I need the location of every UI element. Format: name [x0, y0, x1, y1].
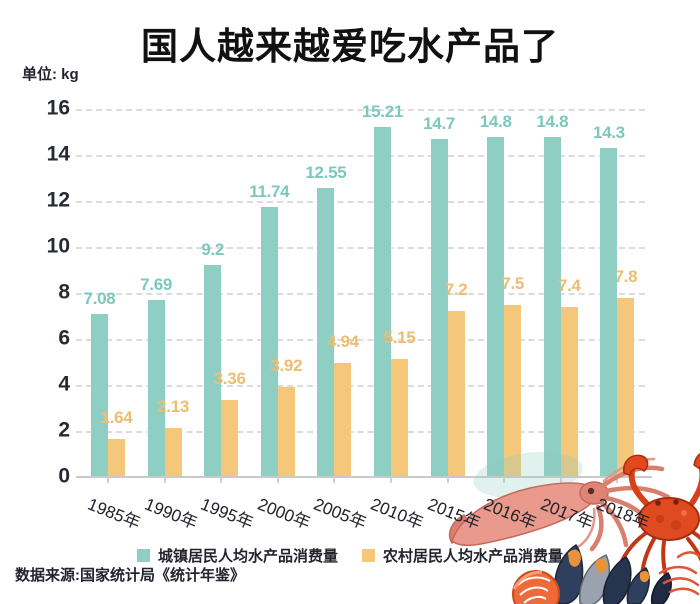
- bar-urban-2015年: [430, 138, 448, 477]
- bar-rural-2000年: [277, 386, 295, 477]
- chart-legend: 城镇居民人均水产品消费量 农村居民人均水产品消费量: [0, 545, 700, 566]
- bar-value-label: 9.2: [201, 240, 225, 260]
- x-tick-label-1995年: 1995年: [198, 494, 257, 533]
- bar-urban-2018年: [600, 148, 618, 477]
- bar-value-label: 7.5: [501, 273, 525, 293]
- bar-rural-1995年: [221, 399, 239, 477]
- bar-value-label: 7.08: [83, 289, 116, 309]
- x-axis-line: [76, 476, 652, 478]
- grid-line: [76, 339, 645, 341]
- x-axis-tick: [107, 477, 109, 483]
- data-source: 数据来源:国家统计局《统计年鉴》: [15, 567, 245, 584]
- bar-value-label: 15.21: [361, 102, 404, 122]
- bar-rural-2010年: [391, 358, 408, 477]
- bar-urban-2005年: [317, 188, 335, 477]
- x-tick-label-2005年: 2005年: [311, 494, 370, 533]
- x-axis-tick: [276, 477, 279, 483]
- bar-value-label: 5.15: [383, 327, 416, 347]
- y-tick-label: 16: [46, 96, 70, 120]
- x-axis-tick: [616, 477, 619, 483]
- page-title: 国人越来越爱吃水产品了: [141, 26, 559, 67]
- bar-value-label: 14.3: [592, 123, 625, 143]
- y-tick-label: 14: [46, 142, 70, 166]
- y-tick-label: 10: [46, 234, 70, 258]
- x-axis-tick: [333, 477, 336, 483]
- bar-value-label: 11.74: [249, 181, 290, 201]
- bar-value-label: 3.92: [270, 355, 303, 375]
- x-tick-label-2017年: 2017年: [537, 494, 596, 533]
- x-tick-label-2016年: 2016年: [481, 494, 540, 533]
- bar-rural-1985年: [108, 439, 125, 477]
- bar-rural-2015年: [447, 311, 465, 477]
- grid-line: [76, 431, 645, 433]
- unit-label: 单位: kg: [22, 66, 79, 83]
- bar-urban-2010年: [374, 127, 391, 477]
- x-axis-tick: [220, 477, 223, 483]
- bar-urban-1990年: [147, 300, 165, 477]
- grid-line: [76, 109, 645, 111]
- legend-swatch-urban: [136, 549, 150, 562]
- bar-value-label: 1.64: [100, 408, 133, 428]
- legend-label-rural: 农村居民人均水产品消费量: [383, 548, 564, 565]
- y-tick-label: 12: [46, 188, 70, 212]
- x-tick-label-2018年: 2018年: [594, 494, 653, 533]
- bar-urban-2000年: [260, 206, 278, 477]
- bar-urban-1985年: [91, 314, 108, 477]
- x-tick-label-2015年: 2015年: [424, 494, 483, 533]
- bar-value-label: 14.7: [423, 113, 456, 133]
- y-tick-label: 0: [58, 464, 70, 488]
- x-axis-tick: [503, 477, 506, 483]
- x-axis-tick: [163, 477, 166, 483]
- x-axis-tick: [446, 477, 449, 483]
- bar-value-label: 7.8: [614, 266, 638, 286]
- bar-value-label: 2.13: [157, 397, 190, 416]
- bar-value-label: 14.8: [479, 111, 512, 131]
- y-tick-label: 2: [58, 418, 70, 442]
- x-tick-label-1985年: 1985年: [85, 494, 143, 533]
- y-tick-label: 4: [58, 372, 70, 396]
- bar-value-label: 7.69: [140, 275, 173, 295]
- bar-rural-2018年: [617, 297, 635, 477]
- grid-line: [76, 155, 645, 157]
- bar-rural-2005年: [334, 363, 352, 477]
- legend-label-urban: 城镇居民人均水产品消费量: [157, 548, 338, 565]
- legend-swatch-rural: [362, 549, 375, 562]
- x-axis-tick: [390, 477, 392, 483]
- bar-value-label: 4.94: [326, 332, 359, 352]
- grid-line: [76, 385, 645, 387]
- bar-value-label: 7.2: [444, 280, 468, 300]
- bar-value-label: 7.4: [557, 275, 581, 295]
- x-tick-label-1990年: 1990年: [141, 494, 200, 533]
- bar-rural-1990年: [164, 428, 182, 477]
- bar-rural-2017年: [560, 306, 578, 477]
- y-tick-label: 8: [58, 280, 70, 304]
- x-axis-tick: [559, 477, 562, 483]
- bar-value-label: 12.55: [305, 163, 347, 183]
- grid-line: [76, 201, 645, 203]
- bar-urban-1995年: [204, 265, 222, 477]
- x-tick-label-2010年: 2010年: [368, 494, 426, 533]
- grid-line: [76, 247, 645, 249]
- bar-value-label: 14.8: [536, 111, 569, 131]
- y-tick-label: 6: [58, 326, 70, 350]
- bar-urban-2017年: [543, 136, 561, 477]
- bar-urban-2016年: [487, 136, 505, 477]
- x-tick-label-2000年: 2000年: [254, 494, 313, 533]
- bar-value-label: 3.36: [213, 368, 246, 388]
- bar-rural-2016年: [504, 304, 522, 477]
- grid-line: [76, 293, 645, 295]
